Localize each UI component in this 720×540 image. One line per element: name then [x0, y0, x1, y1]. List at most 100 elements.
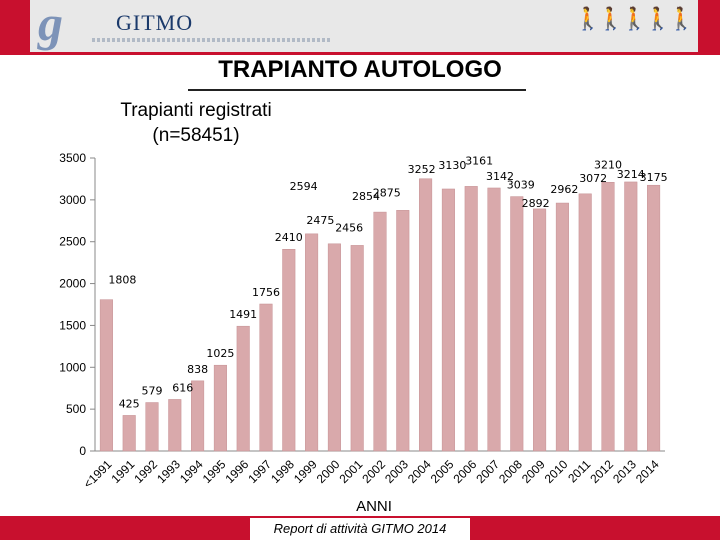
- x-tick-label: 2011: [565, 457, 593, 485]
- bar: [510, 196, 524, 452]
- x-tick-label: 2010: [542, 457, 571, 486]
- data-label: 579: [142, 385, 163, 398]
- bar: [236, 325, 250, 452]
- x-tick-label: 1993: [154, 457, 183, 486]
- gitmo-logo: g GITMO: [38, 0, 332, 51]
- data-label: 3252: [408, 163, 436, 176]
- data-label: 3214: [617, 168, 645, 181]
- bar: [555, 202, 569, 452]
- bar: [487, 187, 501, 452]
- bar: [601, 182, 615, 452]
- x-tick-label: 2000: [314, 457, 343, 486]
- x-axis-label: ANNI: [356, 498, 392, 515]
- bars: [99, 178, 661, 452]
- bar: [419, 178, 433, 452]
- x-tick-labels: <199119911992199319941995199619971998199…: [81, 457, 662, 491]
- data-label: 2854: [352, 190, 380, 203]
- footer-text: Report di attività GITMO 2014: [250, 518, 470, 540]
- x-tick-label: 2004: [405, 457, 434, 486]
- bar: [578, 193, 592, 452]
- bar: [533, 208, 547, 452]
- y-axis: 0 500 1000 1500 2000 2500 3000 3500: [59, 151, 665, 458]
- data-label: 1756: [252, 286, 280, 299]
- x-tick-label: 2008: [496, 457, 525, 486]
- chart-subtitle: Trapianti registrati (n=58451): [96, 98, 296, 148]
- data-label: 1025: [206, 347, 234, 360]
- y-tick-label: 3500: [59, 151, 86, 165]
- x-tick-label: 1996: [223, 457, 252, 486]
- logo-mark-icon: g: [38, 0, 63, 51]
- data-label: 2594: [290, 180, 318, 193]
- bar: [464, 186, 478, 452]
- logo-tagline-decoration: [92, 38, 332, 42]
- x-tick-label: 1994: [177, 457, 206, 486]
- bar: [373, 211, 387, 452]
- x-tick-label: 2006: [451, 457, 480, 486]
- data-label: 616: [172, 381, 193, 394]
- x-tick-label: 2014: [633, 457, 662, 486]
- people-chain-icon: 🚶🚶🚶🚶🚶: [574, 6, 695, 31]
- x-tick-label: 1999: [291, 457, 320, 486]
- top-banner: g GITMO 🚶🚶🚶🚶🚶: [0, 0, 720, 55]
- banner-accent-right: [698, 0, 720, 52]
- data-label: 2962: [550, 183, 578, 196]
- bar: [122, 415, 136, 452]
- x-tick-label: 2013: [610, 457, 639, 486]
- bar: [213, 364, 227, 452]
- banner-accent-left: [0, 0, 30, 52]
- data-label: 1808: [108, 274, 136, 287]
- bar: [327, 243, 341, 452]
- data-label: 3039: [507, 179, 535, 192]
- x-tick-label: 1992: [131, 457, 160, 486]
- x-tick-label: 2003: [382, 457, 411, 486]
- bar: [305, 233, 319, 452]
- bar: [350, 245, 364, 452]
- page-title: TRAPIANTO AUTOLOGO: [218, 56, 502, 83]
- subtitle-line-1: Trapianti registrati: [120, 100, 272, 121]
- data-label: 425: [119, 397, 140, 410]
- y-tick-label: 2500: [59, 235, 86, 249]
- bar: [259, 303, 273, 452]
- x-tick-label: 1991: [109, 457, 138, 486]
- y-tick-label: 1000: [59, 360, 86, 374]
- data-label: 3072: [579, 172, 607, 185]
- x-tick-label: 2002: [359, 457, 388, 486]
- data-label: 2410: [275, 231, 303, 244]
- data-label: 838: [187, 363, 208, 376]
- x-tick-label: 2012: [587, 457, 616, 486]
- bar: [99, 299, 113, 452]
- data-label: 3175: [640, 171, 668, 184]
- bar: [145, 402, 159, 452]
- x-tick-label: 1997: [245, 457, 274, 486]
- bar: [624, 181, 638, 452]
- y-tick-label: 3000: [59, 193, 86, 207]
- x-tick-label: 1995: [200, 457, 229, 486]
- y-tick-label: 500: [66, 402, 86, 416]
- bar: [441, 188, 455, 452]
- y-tick-label: 1500: [59, 318, 86, 332]
- bar: [168, 399, 182, 452]
- data-label: 2456: [335, 221, 363, 234]
- y-tick-label: 0: [79, 444, 86, 458]
- data-label: 3130: [438, 159, 466, 172]
- data-label: 3161: [465, 154, 493, 167]
- bar: [282, 248, 296, 452]
- data-label: 1491: [229, 308, 257, 321]
- bar: [396, 210, 410, 452]
- logo-text: GITMO: [116, 10, 194, 35]
- data-label: 2475: [306, 214, 334, 227]
- title-underline: [188, 89, 526, 91]
- data-label: 2875: [373, 186, 401, 199]
- x-tick-label: 1998: [268, 457, 297, 486]
- x-tick-label: 2005: [428, 457, 457, 486]
- data-label: 2892: [522, 197, 550, 210]
- x-tick-label: 2009: [519, 457, 548, 486]
- y-tick-label: 2000: [59, 277, 86, 291]
- x-tick-label: 2007: [473, 457, 502, 486]
- bar: [191, 380, 205, 452]
- subtitle-line-2: (n=58451): [152, 125, 240, 146]
- bar: [647, 184, 661, 452]
- data-label: 3210: [594, 158, 622, 171]
